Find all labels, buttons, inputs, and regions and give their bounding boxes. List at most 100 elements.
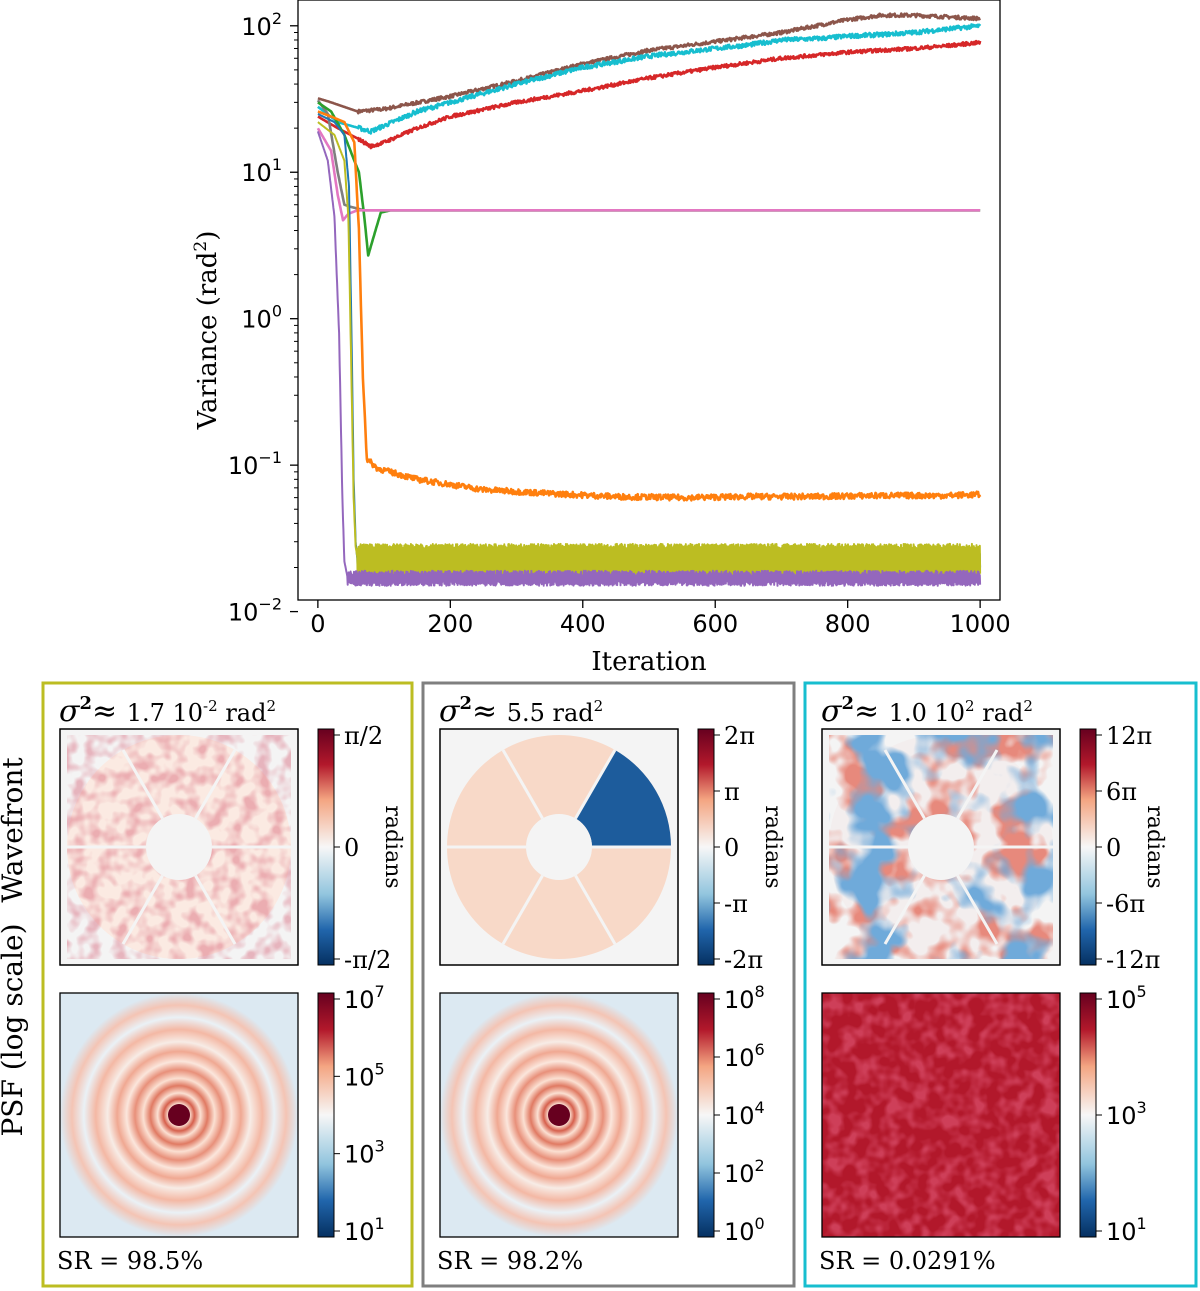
spider-vane — [883, 874, 926, 945]
y-tick-label: 101 — [241, 155, 282, 187]
psf-image — [439, 992, 679, 1238]
colorbar-tick-label: 6π — [1106, 778, 1137, 806]
central-obscuration — [526, 814, 592, 880]
spider-vane — [194, 874, 237, 945]
y-axis-label: Variance (rad2) — [191, 231, 223, 431]
colorbar-tick-label: π/2 — [344, 722, 383, 750]
colorbar-tick-label: 102 — [724, 1156, 765, 1188]
x-tick-label: 800 — [825, 610, 871, 638]
colorbar — [317, 728, 335, 966]
strehl-ratio: SR = 0.0291% — [819, 1247, 996, 1275]
wavefront-border — [439, 728, 679, 966]
spider-vane — [501, 749, 544, 820]
pupil-segment-piston — [575, 750, 671, 847]
sigma-title: σ2≈ 1.7 10-2 rad2 — [59, 693, 276, 729]
colorbar-tick-label: 101 — [1106, 1214, 1147, 1246]
panel-low: σ2≈ 1.7 10-2 rad2 π/2 0 -π/2 radians 107 105 10… — [41, 681, 414, 1288]
wavefront-image — [59, 728, 299, 966]
variance-chart: 0 200 400 600 800 1000 10−2 10−1 100 101 102 Iter… — [191, 0, 1011, 677]
series-layer — [316, 12, 982, 587]
colorbar-tick-label: 105 — [1106, 982, 1147, 1014]
colorbar — [697, 992, 715, 1238]
series-line-8 — [317, 121, 982, 579]
colorbar-tick-label: -12π — [1106, 946, 1160, 974]
y-tick-label: 100 — [241, 302, 282, 334]
sigma-title: σ2≈ 1.0 102 rad2 — [821, 693, 1033, 729]
colorbar-label: radians — [380, 805, 405, 888]
y-axis-label-text: Variance (rad — [193, 252, 223, 431]
psf-image — [59, 992, 299, 1238]
spider-vane — [194, 749, 237, 820]
psf-image — [821, 992, 1061, 1238]
panel-frame — [803, 681, 1198, 1288]
colorbar-tick-label: 2π — [724, 722, 755, 750]
x-tick-label: 0 — [310, 610, 325, 638]
spider-vane — [574, 874, 617, 945]
x-axis: 0 200 400 600 800 1000 — [310, 600, 1011, 638]
y-tick-label: 10−1 — [228, 448, 282, 480]
row-label-wavefront: Wavefront — [0, 757, 29, 903]
y-tick-label: 102 — [241, 9, 282, 41]
x-axis-label: Iteration — [591, 647, 706, 677]
panel-frame — [41, 681, 414, 1288]
colorbar-tick-label: 101 — [344, 1214, 385, 1246]
colorbar-tick-label: -6π — [1106, 890, 1145, 918]
series-line-4 — [317, 101, 981, 257]
pupil — [829, 735, 1053, 959]
panels: σ2≈ 1.7 10-2 rad2 π/2 0 -π/2 radians 107 105 10… — [41, 681, 1198, 1288]
colorbar-tick-label: 0 — [724, 834, 739, 862]
psf-speckle — [822, 993, 1060, 1237]
colorbar-tick-label: 0 — [344, 834, 359, 862]
psf-core — [548, 1104, 570, 1126]
colorbar-label: radians — [1142, 805, 1167, 888]
colorbar-tick-label: π — [724, 778, 740, 806]
colorbar-tick-label: -π — [724, 890, 748, 918]
x-tick-label: 200 — [427, 610, 473, 638]
colorbar — [697, 728, 715, 966]
series-line-6 — [317, 110, 982, 502]
wavefront-border — [59, 728, 299, 966]
colorbar-tick-label: 103 — [344, 1137, 385, 1169]
colorbar-tick-label: 100 — [724, 1214, 765, 1246]
spider-vane — [883, 749, 926, 820]
central-obscuration — [146, 814, 212, 880]
spider-vane — [121, 874, 164, 945]
colorbar — [317, 992, 335, 1238]
panel-mid: σ2≈ 5.5 rad2 2π π 0 -π -2π radians 108 106 104 102… — [421, 681, 796, 1288]
x-tick-label: 600 — [692, 610, 738, 638]
y-axis-label-close: ) — [193, 231, 223, 241]
x-tick-label: 1000 — [950, 610, 1011, 638]
series-line-2 — [317, 39, 982, 150]
colorbar — [1079, 992, 1097, 1238]
wavefront-image — [439, 728, 679, 966]
y-axis: 10−2 10−1 100 101 102 — [228, 9, 298, 627]
panel-frame — [421, 681, 796, 1288]
colorbar-tick-label: 108 — [724, 982, 765, 1014]
spider-vane — [574, 749, 617, 820]
colorbar — [1079, 728, 1097, 966]
y-tick-label: 10−2 — [228, 595, 282, 627]
wavefront-border — [821, 728, 1061, 966]
central-obscuration — [908, 814, 974, 880]
spider-vane — [121, 749, 164, 820]
panel-high: σ2≈ 1.0 102 rad2 12π 6π 0 -6π -12π radians 105 1… — [803, 681, 1198, 1288]
sigma-title: σ2≈ 5.5 rad2 — [439, 693, 603, 729]
wavefront-image — [821, 728, 1061, 966]
pupil — [447, 735, 671, 959]
series-line-9 — [316, 131, 982, 587]
strehl-ratio: SR = 98.2% — [437, 1247, 583, 1275]
x-tick-label: 400 — [560, 610, 606, 638]
colorbar-tick-label: 104 — [724, 1098, 765, 1130]
colorbar-tick-label: 12π — [1106, 722, 1152, 750]
series-line-0 — [317, 12, 982, 115]
series-line-5 — [316, 127, 981, 222]
y-axis-label-exp: 2 — [191, 241, 211, 252]
psf-border — [439, 992, 679, 1238]
colorbar-label: radians — [760, 805, 785, 888]
spider-vane — [501, 874, 544, 945]
series-line-1 — [317, 23, 982, 135]
colorbar-tick-label: 0 — [1106, 834, 1121, 862]
colorbar-tick-label: -2π — [724, 946, 763, 974]
colorbar-tick-label: 107 — [344, 982, 385, 1014]
